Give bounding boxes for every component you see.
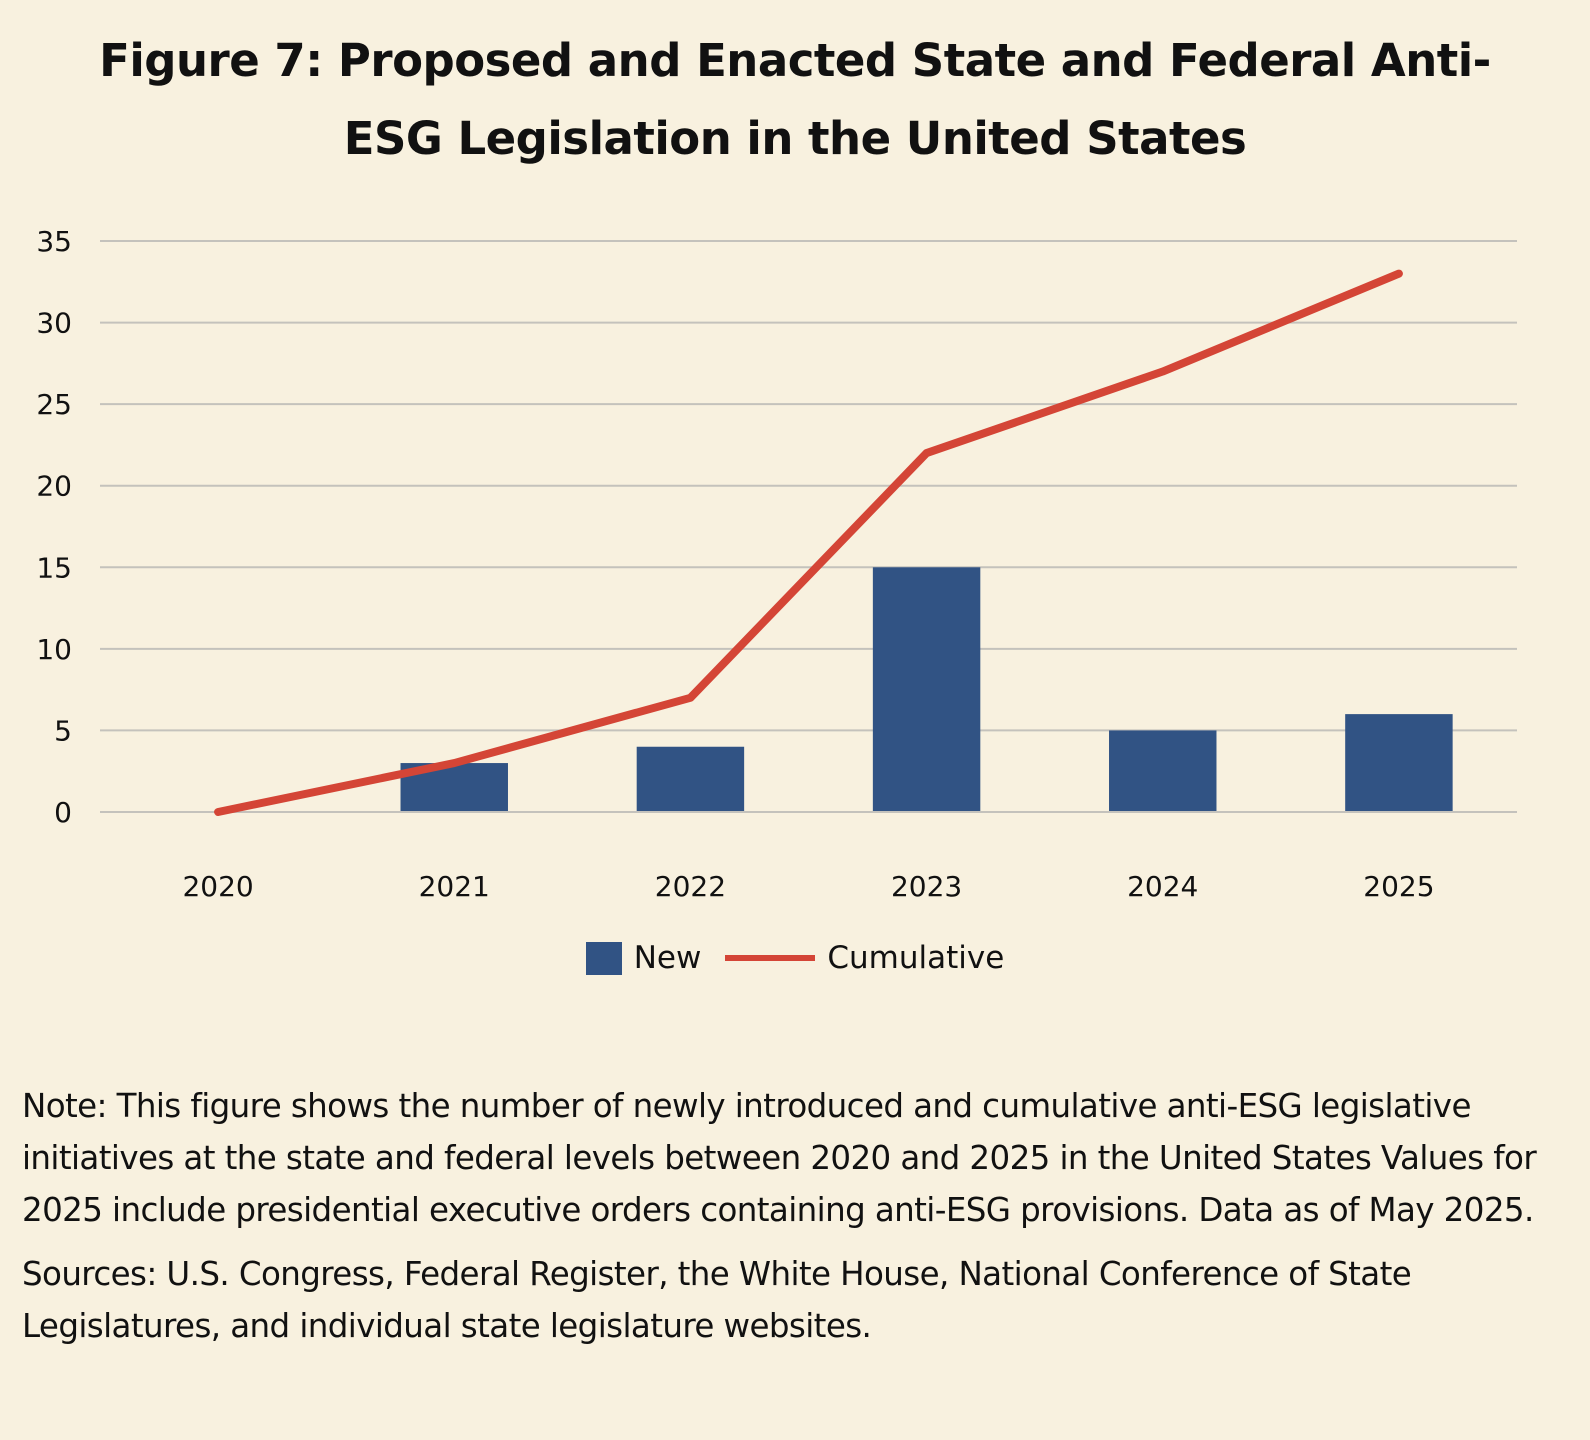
line-series-cumulative (214, 269, 1403, 816)
x-tick-label: 2022 (655, 870, 726, 903)
y-tick-label: 5 (54, 714, 72, 747)
bar (636, 746, 745, 811)
y-tick-label: 20 (36, 470, 72, 503)
chart-title: Figure 7: Proposed and Enacted State and… (0, 22, 1590, 178)
legend-label-new: New (633, 940, 702, 976)
bar (872, 567, 981, 811)
chart-title-line-1: Figure 7: Proposed and Enacted State and… (99, 34, 1491, 87)
x-axis-ticks: 2020 2021 2022 2023 2024 2025 (182, 870, 1434, 903)
bar-series-new (400, 567, 1453, 811)
legend-swatch-new (585, 941, 622, 975)
y-tick-label: 10 (36, 633, 72, 666)
bar (1345, 714, 1453, 811)
y-tick-label: 30 (36, 307, 72, 340)
x-tick-label: 2021 (419, 870, 490, 903)
chart-title-line-2: ESG Legislation in the United States (343, 112, 1247, 165)
cumulative-line (214, 269, 1403, 816)
chart-notes: Note: This figure shows the number of ne… (22, 1080, 1582, 1364)
legend-label-cumulative: Cumulative (827, 940, 1005, 976)
legend-item-cumulative: Cumulative (725, 940, 1004, 976)
legend-item-new: New (585, 940, 702, 976)
sources-text: Sources: U.S. Congress, Federal Register… (22, 1255, 1412, 1345)
legend-swatch-cumulative (725, 955, 816, 961)
y-tick-label: 15 (36, 551, 72, 584)
y-tick-label: 35 (36, 225, 72, 258)
y-tick-label: 25 (36, 388, 72, 421)
x-tick-label: 2023 (891, 870, 962, 903)
legend: New Cumulative (0, 940, 1590, 976)
y-tick-label: 0 (54, 796, 72, 829)
note-text: Note: This figure shows the number of ne… (22, 1087, 1537, 1229)
y-axis-ticks: 0 5 10 15 20 25 30 35 (36, 225, 72, 829)
x-tick-label: 2025 (1363, 870, 1434, 903)
gridlines (100, 240, 1517, 813)
x-tick-label: 2024 (1127, 870, 1198, 903)
bar (1109, 730, 1217, 811)
x-tick-label: 2020 (182, 870, 253, 903)
